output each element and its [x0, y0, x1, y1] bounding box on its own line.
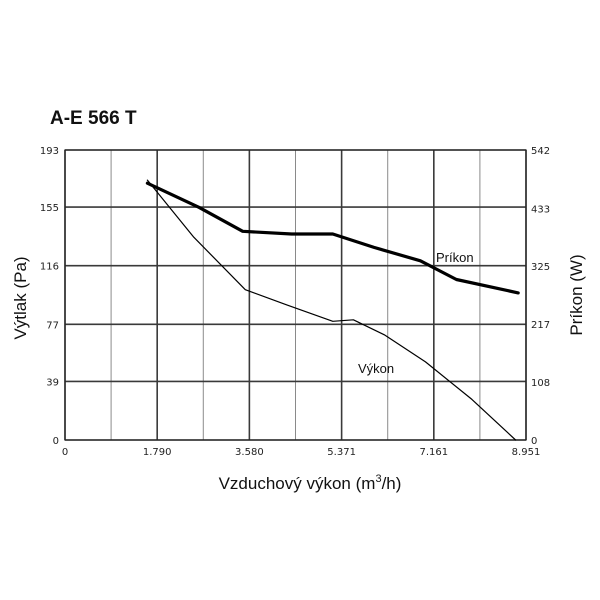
y-tick-label: 0	[53, 436, 59, 447]
tick-layer: 0 1.790 3.580 5.371 7.161 8.95103977116155193…	[40, 146, 550, 458]
chart-title: A-E 566 T	[50, 108, 137, 129]
y2-tick-label: 542	[531, 146, 550, 157]
plot-frame	[64, 149, 527, 441]
y-tick-label: 77	[46, 320, 59, 331]
y2-tick-label: 217	[531, 320, 550, 331]
x-tick-label: 3.580	[235, 447, 264, 458]
x-tick-label: 1.790	[143, 447, 172, 458]
series-line-vykon	[146, 179, 517, 441]
x-axis-label-end: /h)	[382, 474, 402, 493]
y-tick-label: 39	[46, 377, 59, 388]
x-axis-label-sup: 3	[375, 473, 381, 485]
x-tick-label: 7.161	[419, 447, 448, 458]
x-axis-label: Vzduchový výkon (m3/h)	[219, 473, 402, 493]
series-label-vykon: Výkon	[358, 361, 394, 376]
y-tick-label: 116	[40, 262, 59, 273]
series-line-prikon	[145, 181, 520, 295]
x-tick-label: 5.371	[327, 447, 356, 458]
y2-tick-label: 433	[531, 204, 550, 215]
y2-axis-label: Príkon (W)	[567, 254, 586, 335]
series-layer	[145, 179, 520, 441]
y2-tick-label: 108	[531, 378, 550, 389]
x-tick-label: 0	[62, 447, 68, 458]
y-tick-label: 155	[40, 203, 59, 214]
y-axis-label: Výtlak (Pa)	[11, 256, 30, 339]
y-tick-label: 193	[40, 146, 59, 157]
series-label-prikon: Príkon	[436, 250, 474, 265]
y2-tick-label: 325	[531, 262, 550, 273]
y2-tick-label: 0	[531, 436, 537, 447]
grid	[64, 149, 527, 441]
x-axis-label-main: Vzduchový výkon (m	[219, 474, 376, 493]
x-tick-label: 8.951	[512, 447, 541, 458]
